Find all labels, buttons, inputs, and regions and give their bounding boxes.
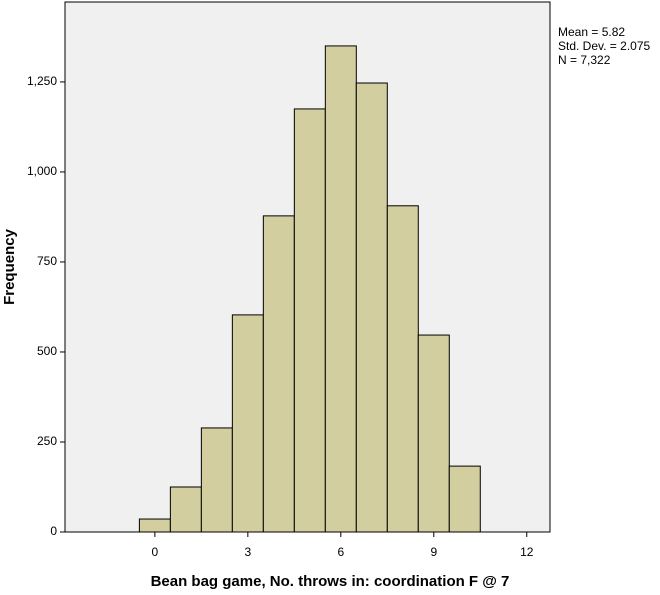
stats-annotation: Mean = 5.82 xyxy=(558,25,625,39)
x-tick-label: 12 xyxy=(520,545,534,559)
bar xyxy=(293,108,326,533)
x-tick-label: 6 xyxy=(337,545,344,559)
bar xyxy=(169,486,202,533)
bar xyxy=(262,215,295,533)
x-tick-label: 3 xyxy=(244,545,251,559)
y-tick-label: 250 xyxy=(37,434,57,448)
bar xyxy=(200,427,233,533)
y-tick-label: 750 xyxy=(37,254,57,268)
y-tick-label: 0 xyxy=(50,524,57,538)
x-tick-label: 0 xyxy=(152,545,159,559)
bar xyxy=(386,205,419,533)
bar xyxy=(448,465,481,533)
bar xyxy=(138,518,171,533)
y-tick-label: 1,000 xyxy=(27,164,57,178)
bar xyxy=(355,82,388,533)
y-axis-label: Frequency xyxy=(1,228,18,305)
bar xyxy=(417,334,450,533)
y-tick-label: 500 xyxy=(37,344,57,358)
stats-annotation: N = 7,322 xyxy=(558,53,611,67)
y-tick-label: 1,250 xyxy=(27,74,57,88)
x-tick-label: 9 xyxy=(430,545,437,559)
x-axis-label: Bean bag game, No. throws in: coordinati… xyxy=(151,573,510,590)
bar xyxy=(324,45,357,533)
bar xyxy=(231,314,264,533)
stats-annotation: Std. Dev. = 2.075 xyxy=(558,39,650,53)
